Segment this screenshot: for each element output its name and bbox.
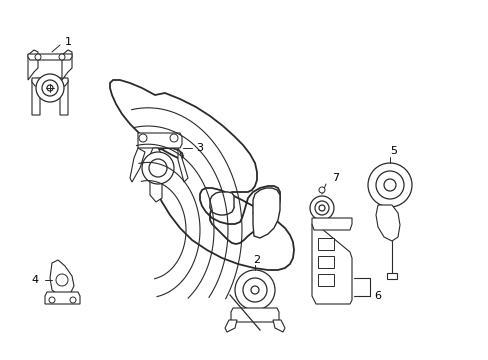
Polygon shape	[317, 274, 333, 286]
Polygon shape	[375, 205, 399, 241]
Polygon shape	[62, 50, 72, 80]
Circle shape	[383, 179, 395, 191]
Circle shape	[47, 85, 53, 91]
Circle shape	[318, 187, 325, 193]
Circle shape	[59, 54, 65, 60]
Polygon shape	[28, 50, 38, 80]
Text: 2: 2	[253, 255, 260, 265]
Polygon shape	[130, 148, 145, 182]
Polygon shape	[311, 218, 351, 230]
Text: 3: 3	[196, 143, 203, 153]
Polygon shape	[150, 148, 162, 202]
Polygon shape	[230, 308, 279, 322]
Circle shape	[142, 152, 174, 184]
Circle shape	[56, 274, 68, 286]
Polygon shape	[32, 78, 40, 115]
Circle shape	[139, 134, 147, 142]
Text: 7: 7	[332, 173, 339, 183]
Polygon shape	[178, 148, 187, 182]
Polygon shape	[209, 192, 234, 215]
Polygon shape	[224, 320, 237, 332]
Circle shape	[243, 278, 266, 302]
Polygon shape	[28, 54, 72, 60]
Text: 6: 6	[374, 291, 381, 301]
Polygon shape	[272, 320, 285, 332]
Circle shape	[235, 270, 274, 310]
Circle shape	[314, 201, 328, 215]
Circle shape	[318, 205, 325, 211]
Polygon shape	[252, 188, 280, 238]
Circle shape	[250, 286, 259, 294]
Text: 4: 4	[31, 275, 39, 285]
Polygon shape	[110, 80, 293, 270]
Circle shape	[70, 297, 76, 303]
Polygon shape	[32, 78, 68, 86]
Circle shape	[149, 159, 167, 177]
Circle shape	[36, 74, 64, 102]
Polygon shape	[138, 133, 182, 148]
Circle shape	[367, 163, 411, 207]
Polygon shape	[317, 256, 333, 268]
Text: 1: 1	[64, 37, 71, 47]
Circle shape	[170, 134, 178, 142]
Polygon shape	[386, 273, 396, 279]
Polygon shape	[317, 238, 333, 250]
Polygon shape	[60, 78, 68, 115]
Circle shape	[35, 54, 41, 60]
Circle shape	[42, 80, 58, 96]
Text: 5: 5	[390, 146, 397, 156]
Circle shape	[309, 196, 333, 220]
Circle shape	[49, 297, 55, 303]
Polygon shape	[50, 260, 74, 296]
Polygon shape	[45, 292, 80, 304]
Circle shape	[375, 171, 403, 199]
Polygon shape	[311, 224, 351, 304]
